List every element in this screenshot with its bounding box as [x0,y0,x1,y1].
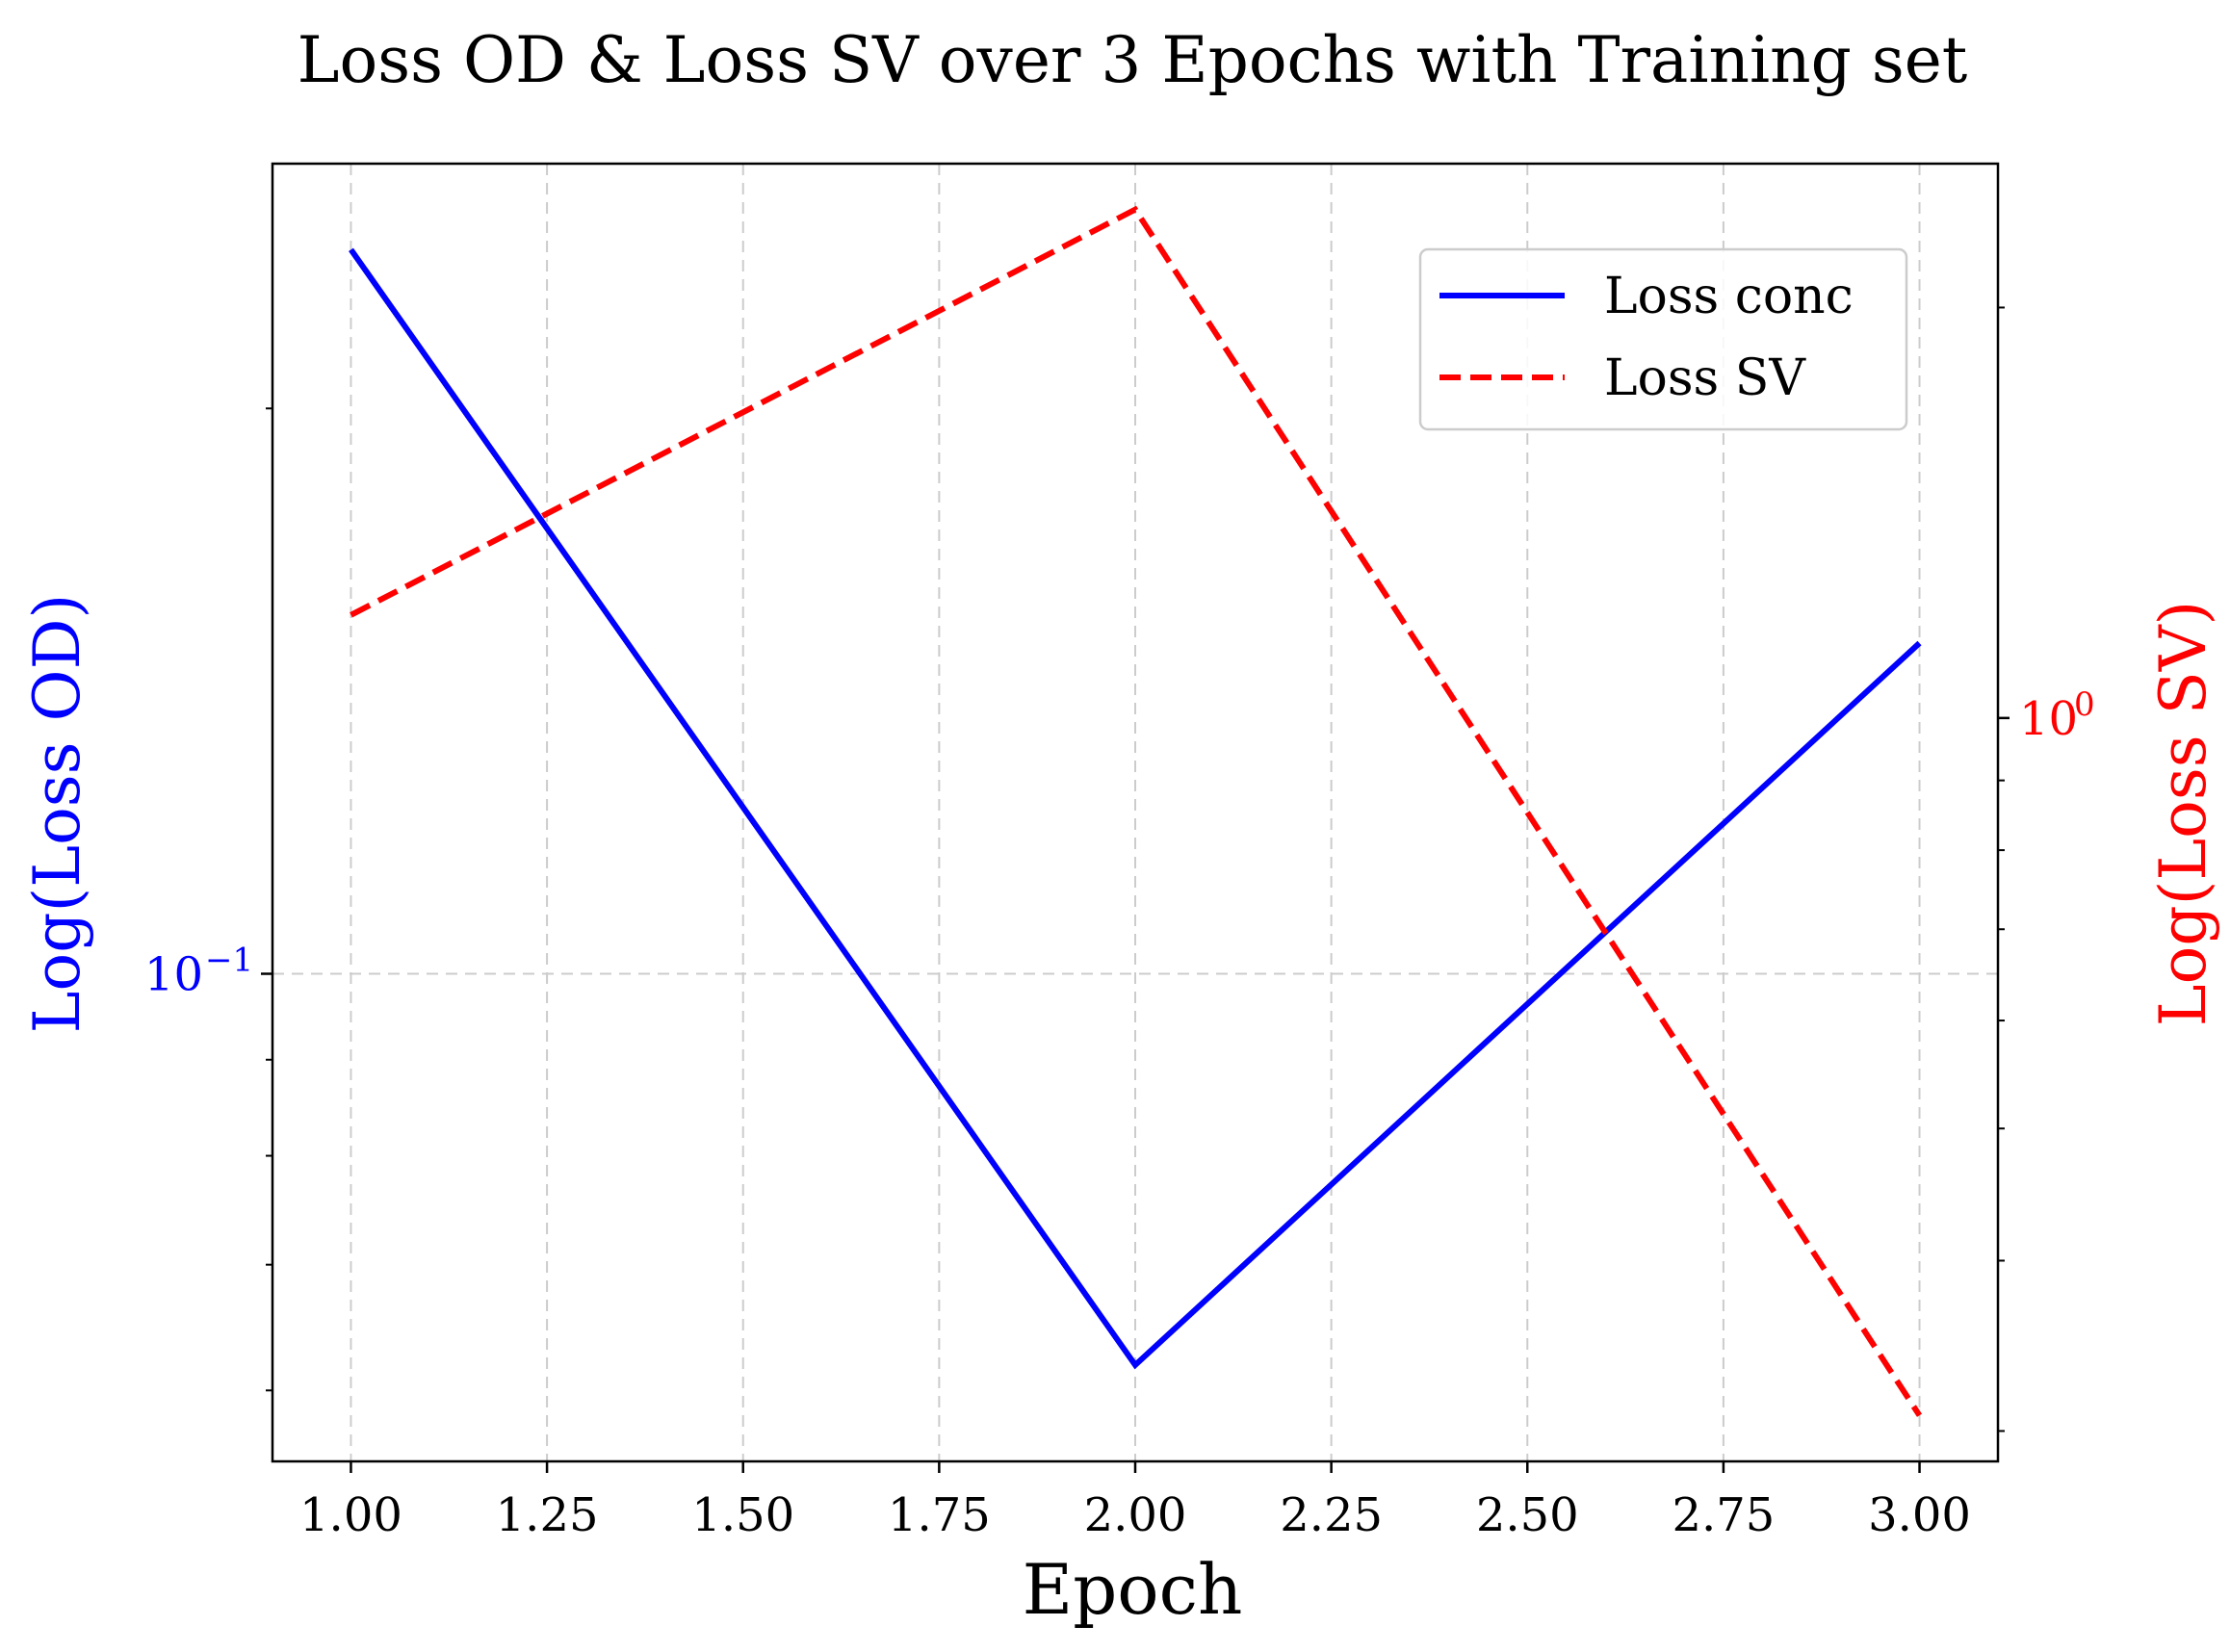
series-layer [349,205,1923,1417]
x-tick-label: 2.25 [1280,1488,1383,1542]
x-tick-label: 1.75 [888,1488,991,1542]
x-axis-label: Epoch [1023,1549,1243,1630]
x-tick-label: 2.75 [1672,1488,1775,1542]
y-right-tick-exponent: 0 [2074,685,2095,724]
x-tick-label: 1.50 [691,1488,794,1542]
x-tick-label: 2.00 [1084,1488,1187,1542]
y-left-tick-exponent: −1 [205,942,253,980]
y-axis-label-right: Log(Loss SV) [2146,601,2220,1026]
legend: Loss conc Loss SV [1418,247,1908,431]
y-axis-label-left: Log(Loss OD) [20,594,94,1034]
x-axis-ticks: 1.00 1.25 1.50 1.75 2.00 2.25 2.50 2.75 3.00 [299,1461,1971,1542]
legend-label-loss-conc: Loss conc [1604,268,1854,325]
series-line-loss-conc [349,247,1922,1370]
y-left-tick-label: 10 [144,948,203,1002]
series-line-loss-sv [350,205,1923,1417]
x-tick-label: 1.25 [496,1488,599,1542]
y-right-tick-label: 10 [2019,692,2078,746]
legend-label-loss-sv: Loss SV [1604,349,1806,407]
x-tick-label: 3.00 [1868,1488,1971,1542]
chart-title: Loss OD & Loss SV over 3 Epochs with Tra… [298,23,1968,97]
x-tick-label: 1.00 [299,1488,402,1542]
x-tick-label: 2.50 [1476,1488,1579,1542]
